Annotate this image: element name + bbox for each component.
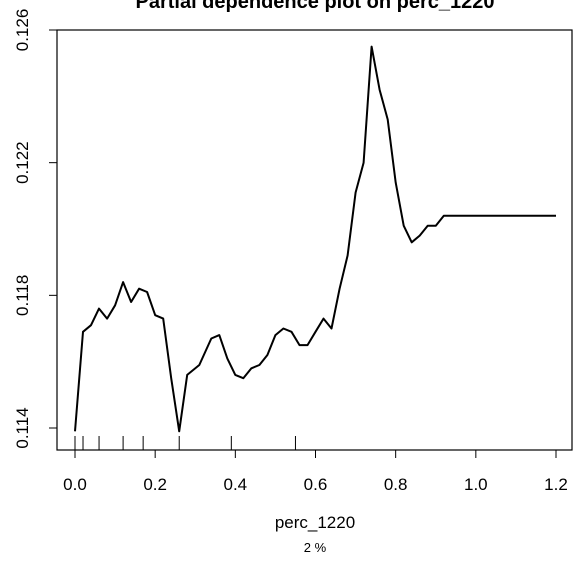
y-tick-label: 0.122	[13, 141, 32, 184]
x-tick-label: 0.8	[384, 475, 408, 494]
x-tick-label: 0.0	[63, 475, 87, 494]
x-tick-label: 0.4	[224, 475, 248, 494]
x-axis-sublabel: 2 %	[304, 540, 327, 555]
y-tick-label: 0.118	[13, 275, 32, 316]
plot-area: 0.0 0.2 0.4 0.6 0.8 1.0 1.2 0.114 0.118 0.122 0.12…	[13, 9, 573, 494]
x-tick-label: 0.2	[143, 475, 167, 494]
x-tick-label: 0.6	[304, 475, 328, 494]
series-line	[74, 45, 556, 433]
x-axis-label: perc_1220	[275, 513, 355, 532]
plot-frame	[56, 29, 573, 451]
y-tick-label: 0.114	[13, 407, 32, 448]
chart-title: Partial dependence plot on perc_1220	[135, 0, 494, 13]
x-tick-label: 1.2	[544, 475, 568, 494]
x-tick-label: 1.0	[464, 475, 488, 494]
y-tick-label: 0.126	[13, 9, 32, 52]
